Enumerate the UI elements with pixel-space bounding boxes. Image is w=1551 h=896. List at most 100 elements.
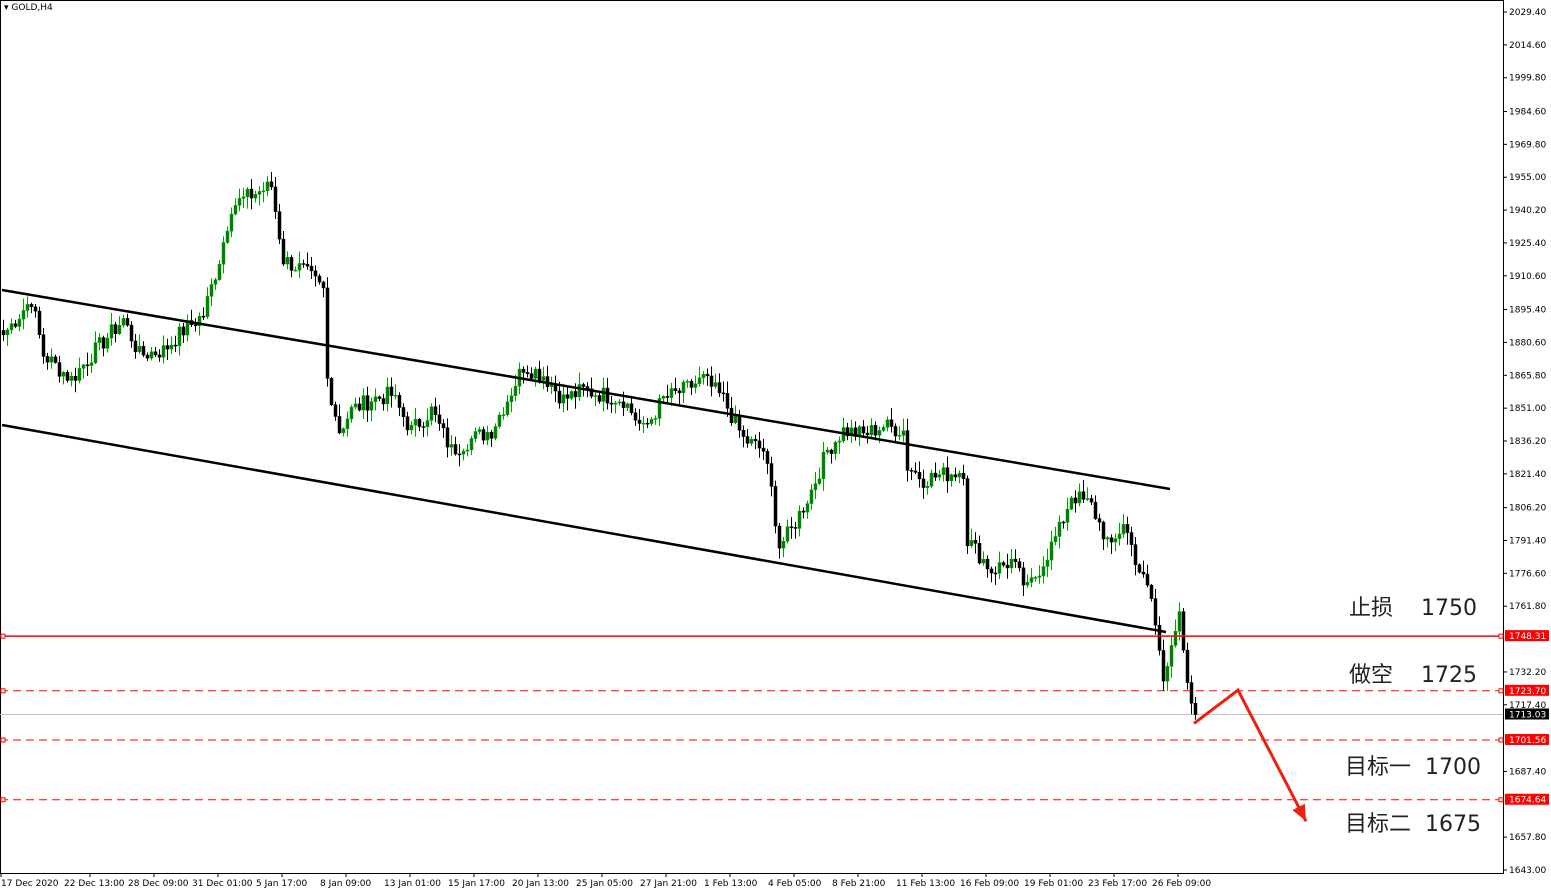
- candle-body: [141, 345, 146, 356]
- candle-body: [1113, 538, 1118, 543]
- y-tick-label: 1984.60: [1509, 107, 1546, 117]
- candle-body: [537, 368, 542, 381]
- candle-body: [485, 431, 490, 441]
- candle-body: [521, 368, 526, 373]
- candle-body: [77, 368, 82, 381]
- candle-body: [901, 430, 906, 436]
- upper-channel-line[interactable]: [1, 288, 1171, 491]
- level-price-tag: [1505, 733, 1549, 745]
- candle-body: [933, 472, 938, 478]
- candle-body: [321, 281, 326, 289]
- candle-body: [717, 382, 722, 394]
- y-tick-label: 1999.80: [1509, 74, 1546, 84]
- candle-body: [477, 429, 482, 432]
- candle-body: [889, 419, 894, 427]
- lower-channel-line[interactable]: [1, 423, 1167, 634]
- candle-body: [909, 470, 914, 472]
- candle-body: [265, 181, 270, 191]
- candle-body: [49, 356, 54, 363]
- candle-body: [897, 435, 902, 437]
- x-tick-label: 25 Jan 05:00: [576, 879, 633, 889]
- candle-body: [1097, 518, 1102, 523]
- level-handle-right[interactable]: [1498, 688, 1504, 694]
- x-tick-label: 31 Dec 01:00: [192, 879, 253, 889]
- forecast-arrow-line[interactable]: [1193, 687, 1308, 822]
- y-tick-label: 1776.60: [1509, 569, 1546, 579]
- candle-body: [53, 356, 58, 363]
- candle-body: [913, 470, 918, 473]
- level-handle-right[interactable]: [1498, 633, 1504, 639]
- candle-body: [785, 526, 790, 542]
- candle-body: [481, 429, 486, 441]
- candle-body: [661, 396, 666, 399]
- candle-body: [297, 263, 302, 271]
- candle-body: [669, 388, 674, 398]
- y-tick-label: 1865.80: [1509, 371, 1546, 381]
- candle-body: [609, 402, 614, 405]
- candle-body: [941, 467, 946, 475]
- candle-body: [281, 238, 286, 265]
- candle-body: [1117, 533, 1122, 539]
- y-tick-label: 1657.80: [1509, 833, 1546, 843]
- candle-body: [549, 384, 554, 387]
- candle-body: [401, 407, 406, 417]
- symbol-title: ▾ GOLD,H4: [4, 3, 53, 13]
- candle-body: [753, 438, 758, 442]
- candle-body: [565, 394, 570, 399]
- candle-body: [1041, 566, 1046, 577]
- candle-body: [413, 419, 418, 426]
- candle-body: [1185, 649, 1190, 683]
- candle-body: [41, 334, 46, 357]
- candle-body: [1053, 536, 1058, 543]
- candle-body: [697, 377, 702, 385]
- candle-body: [1189, 682, 1194, 704]
- candle-body: [597, 395, 602, 402]
- level-handle-left[interactable]: [0, 633, 6, 639]
- candle-body: [81, 364, 86, 369]
- candle-body: [389, 386, 394, 396]
- candle-body: [701, 373, 706, 379]
- annotation-target-2: 目标二 1675: [1345, 812, 1482, 837]
- candle-body: [1073, 497, 1078, 504]
- candle-body: [441, 423, 446, 429]
- candle-body: [57, 362, 62, 377]
- candle-body: [693, 383, 698, 388]
- candle-body: [745, 436, 750, 444]
- candle-body: [793, 527, 798, 529]
- level-handle-right[interactable]: [1498, 797, 1504, 803]
- candle-body: [1025, 582, 1030, 586]
- y-tick-label: 1717.40: [1509, 701, 1546, 711]
- candle-body: [397, 395, 402, 408]
- candle-body: [789, 526, 794, 528]
- candle-body: [621, 401, 626, 408]
- level-handle-left[interactable]: [0, 797, 6, 803]
- candle-body: [313, 270, 318, 277]
- candle-body: [337, 416, 342, 434]
- candle-body: [845, 427, 850, 437]
- level-handle-left[interactable]: [0, 688, 6, 694]
- candle-body: [213, 279, 218, 285]
- current-price-label: 1713.03: [1509, 710, 1546, 720]
- candle-body: [637, 419, 642, 424]
- candle-body: [749, 438, 754, 444]
- candle-body: [525, 372, 530, 374]
- candle-body: [345, 418, 350, 429]
- candle-body: [73, 375, 78, 381]
- candle-body: [373, 396, 378, 402]
- annotation-short-entry: 做空 1725: [1349, 663, 1477, 688]
- candle-body: [1093, 501, 1098, 519]
- level-handle-right[interactable]: [1498, 737, 1504, 743]
- candle-body: [961, 472, 966, 479]
- candle-body: [781, 540, 786, 549]
- level-handle-left[interactable]: [0, 737, 6, 743]
- chart-menu-triangle-icon[interactable]: ▾: [4, 3, 9, 13]
- x-tick-label: 8 Feb 21:00: [832, 879, 886, 889]
- annotation-stop-loss: 止损 1750: [1349, 596, 1477, 621]
- candle-body: [449, 444, 454, 448]
- candle-body: [269, 181, 274, 188]
- annotation-target-1: 目标一 1700: [1345, 755, 1482, 780]
- candle-body: [277, 211, 282, 240]
- candle-body: [1177, 611, 1182, 632]
- y-tick-label: 1955.00: [1509, 173, 1546, 183]
